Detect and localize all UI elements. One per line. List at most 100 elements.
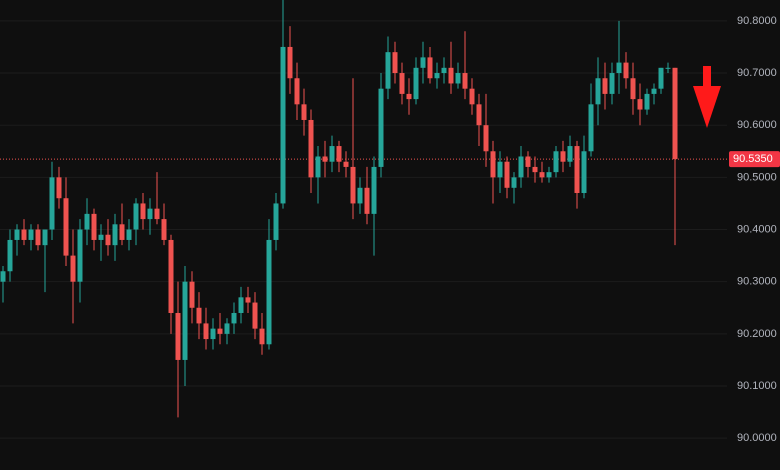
candle-body: [308, 119, 314, 178]
candle-body: [392, 52, 398, 74]
candle-body: [378, 88, 384, 167]
candle-body: [574, 146, 580, 194]
candle-body: [49, 177, 55, 230]
candle-body: [483, 125, 489, 152]
candle-body: [581, 151, 587, 194]
candle-body: [609, 73, 615, 94]
candle-body: [336, 146, 342, 162]
candle-body: [413, 67, 419, 100]
candle-body: [231, 312, 237, 324]
candle-body: [546, 172, 552, 178]
candle-body: [434, 73, 440, 79]
candles: [0, 0, 678, 418]
candle-body: [406, 93, 412, 100]
candle-body: [455, 73, 461, 84]
candle-body: [0, 271, 6, 282]
candle-body: [329, 146, 335, 162]
y-tick-label: 90.6000: [737, 119, 777, 131]
candle-body: [476, 104, 482, 126]
candle-body: [21, 229, 27, 240]
candle-body: [532, 166, 538, 173]
candle-body: [266, 239, 272, 345]
candle-body: [126, 229, 132, 240]
candle-body: [140, 203, 146, 220]
candle-body: [245, 297, 251, 303]
down-arrow: [693, 66, 721, 128]
candle-body: [504, 161, 510, 188]
candle-body: [553, 151, 559, 173]
candle-body: [427, 57, 433, 79]
candle-body: [35, 229, 41, 246]
candle-body: [63, 198, 69, 256]
candle-body: [294, 78, 300, 105]
candle-body: [56, 177, 62, 199]
candle-body: [567, 146, 573, 162]
candle-body: [252, 302, 258, 329]
candle-body: [224, 323, 230, 334]
candle-body: [511, 177, 517, 188]
y-tick-label: 90.5000: [737, 171, 777, 183]
candle-body: [441, 67, 447, 74]
candle-body: [588, 104, 594, 152]
candle-body: [637, 99, 643, 110]
candle-body: [525, 156, 531, 167]
candle-body: [315, 156, 321, 178]
candle-body: [70, 255, 76, 282]
candle-body: [644, 93, 650, 110]
candle-body: [154, 208, 160, 220]
y-tick-label: 90.1000: [737, 380, 777, 392]
y-tick-label: 90.7000: [737, 67, 777, 79]
y-tick-label: 90.8000: [737, 15, 777, 27]
candle-body: [399, 73, 405, 94]
candle-body: [623, 62, 629, 79]
candle-body: [602, 78, 608, 94]
candle-body: [147, 208, 153, 220]
candle-body: [518, 156, 524, 178]
candle-body: [98, 234, 104, 240]
candle-body: [84, 213, 90, 230]
candle-body: [322, 156, 328, 162]
candle-body: [210, 328, 216, 340]
candle-body: [28, 229, 34, 240]
candle-body: [42, 229, 48, 246]
price-axis: 90.0000 90.1000 90.2000 90.3000 90.4000 90.50…: [729, 15, 780, 444]
candle-body: [273, 203, 279, 240]
candle-body: [560, 151, 566, 162]
candle-body: [217, 328, 223, 334]
candle-body: [301, 104, 307, 120]
last-price-label: 90.5350: [733, 153, 773, 165]
candle-body: [651, 88, 657, 94]
arrow-head: [693, 86, 721, 128]
candle-body: [595, 78, 601, 105]
grid: [0, 20, 727, 439]
candle-body: [357, 187, 363, 204]
candle-body: [490, 151, 496, 178]
candle-body: [469, 88, 475, 105]
candle-body: [119, 224, 125, 240]
candle-body: [462, 73, 468, 89]
candle-body: [7, 239, 13, 272]
candle-body: [182, 281, 188, 360]
candle-body: [161, 219, 167, 240]
y-tick-label: 90.4000: [737, 223, 777, 235]
candle-body: [133, 203, 139, 230]
candle-body: [189, 281, 195, 308]
candle-body: [385, 52, 391, 89]
candle-body: [203, 323, 209, 340]
y-tick-label: 90.0000: [737, 432, 777, 444]
last-price-box: [729, 151, 780, 168]
candle-body: [287, 46, 293, 79]
y-tick-label: 90.3000: [737, 276, 777, 288]
candle-body: [259, 328, 265, 345]
candle-body: [371, 166, 377, 214]
candle-body: [91, 213, 97, 240]
candle-body: [665, 67, 671, 69]
candle-body: [168, 239, 174, 313]
candle-body: [497, 161, 503, 178]
candle-body: [350, 166, 356, 204]
candle-body: [175, 312, 181, 360]
candle-body: [343, 161, 349, 167]
candle-body: [658, 67, 664, 89]
candle-body: [616, 62, 622, 74]
